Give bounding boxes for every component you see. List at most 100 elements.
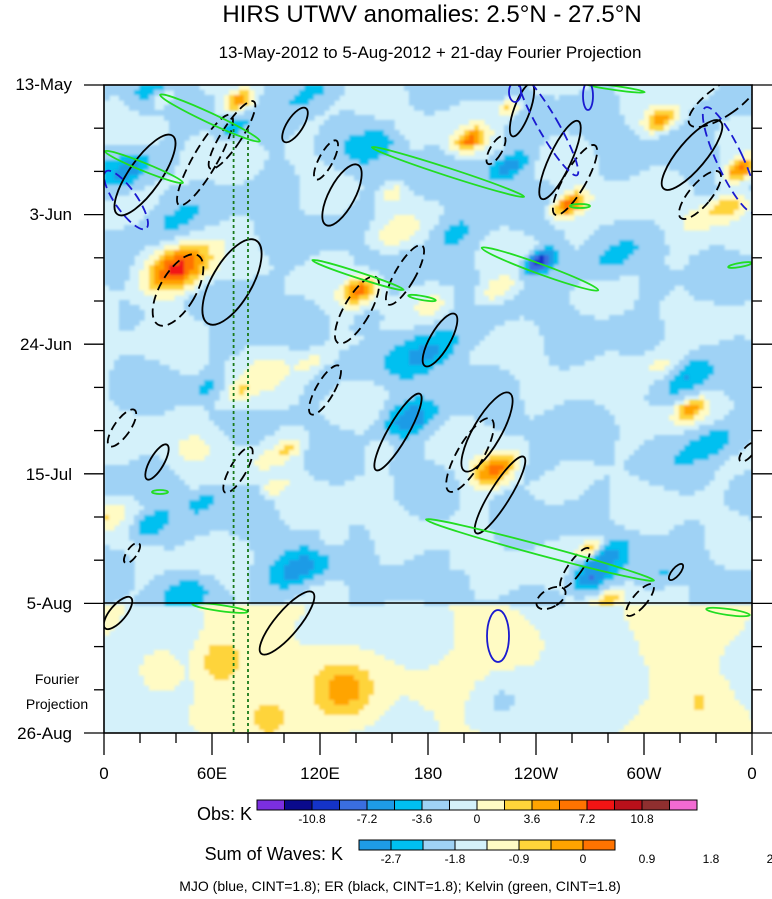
- y-tick-label: 3-Jun: [29, 205, 72, 224]
- colorbar-swatch: [641, 799, 670, 811]
- colorbar-tick-label: 3.6: [524, 812, 541, 826]
- y-tick-label: 24-Jun: [20, 335, 72, 354]
- x-tick-label: 180: [414, 764, 442, 783]
- colorbar-tick-label: 2.7: [767, 852, 772, 866]
- er-contour: [144, 443, 170, 481]
- colorbar-tick-label: 0: [474, 812, 481, 826]
- colorbar-swatch: [518, 839, 552, 851]
- x-tick-label: 60E: [197, 764, 227, 783]
- waves-colorbar: -2.7 -1.8 -0.9 0 0.9 1.8 2.7: [358, 839, 772, 866]
- colorbar-swatch: [449, 799, 478, 811]
- er-contour: [667, 563, 685, 581]
- mjo-contour: [508, 85, 522, 103]
- y-tick-label: 13-May: [15, 75, 72, 94]
- kelvin-contour: [407, 293, 437, 303]
- colorbar-tick-label: -10.8: [298, 812, 326, 826]
- x-tick-label: 120E: [300, 764, 340, 783]
- colorbar-swatch: [422, 839, 456, 851]
- colorbar-swatch: [339, 799, 368, 811]
- axis-ticks: [84, 84, 772, 755]
- er-contour: [201, 238, 263, 326]
- colorbar-swatch: [486, 839, 520, 851]
- x-tick-label: 0: [747, 764, 756, 783]
- er-contour: [222, 446, 254, 494]
- colorbar-swatch: [531, 799, 560, 811]
- colorbar-swatch: [358, 839, 392, 851]
- er-contour: [660, 119, 724, 191]
- kelvin-contour: [705, 606, 751, 618]
- waves-colorbar-label: Sum of Waves: K: [205, 844, 343, 864]
- mjo-contour: [516, 85, 580, 177]
- er-contour: [151, 253, 205, 327]
- mjo-contour: [486, 609, 510, 663]
- anomaly-field: [104, 85, 752, 733]
- kelvin-contour: [159, 93, 261, 143]
- kelvin-contour: [584, 85, 646, 94]
- er-contour: [687, 85, 752, 128]
- er-contour: [104, 595, 134, 631]
- colorbar-tick-label: 1.8: [703, 852, 720, 866]
- colorbar-tick-label: -7.2: [357, 812, 378, 826]
- er-contour: [308, 364, 342, 416]
- colorbar-swatch: [390, 839, 424, 851]
- kelvin-contour: [480, 246, 600, 292]
- projection-label: Fourier Projection: [26, 671, 88, 712]
- er-contour: [421, 312, 459, 368]
- er-contour: [176, 113, 234, 207]
- colorbar-tick-label: -0.9: [509, 852, 530, 866]
- footnote: MJO (blue, CINT=1.8); ER (black, CINT=1.…: [179, 878, 621, 894]
- er-contour: [625, 583, 655, 617]
- y-tick-label: 5-Aug: [27, 594, 72, 613]
- colorbar-swatch: [559, 799, 588, 811]
- colorbar-swatch: [366, 799, 395, 811]
- er-contour: [535, 585, 567, 611]
- er-contour: [373, 392, 423, 472]
- er-contour: [313, 139, 339, 181]
- projection-label-line-2: Projection: [26, 696, 88, 712]
- er-contour: [538, 119, 582, 201]
- er-contour: [473, 455, 527, 535]
- er-contour: [106, 408, 138, 448]
- colorbar-tick-label: 10.8: [630, 812, 654, 826]
- y-tick-label: 15-Jul: [26, 465, 72, 484]
- colorbar-swatch: [256, 799, 285, 811]
- colorbar-tick-label: -1.8: [445, 852, 466, 866]
- er-contour: [460, 391, 514, 473]
- colorbar-swatch: [504, 799, 533, 811]
- obs-colorbar-label: Obs: K: [197, 804, 252, 824]
- x-axis-labels: 0 60E 120E 180 120W 60W 0: [99, 764, 756, 783]
- y-tick-label: 26-Aug: [17, 724, 72, 743]
- er-contour: [559, 547, 591, 589]
- chart-title: HIRS UTWV anomalies: 2.5°N - 27.5°N: [222, 1, 641, 28]
- colorbar-swatch: [454, 839, 488, 851]
- colorbar-tick-label: 0.9: [639, 852, 656, 866]
- colorbar-swatch: [394, 799, 423, 811]
- mjo-contour: [701, 106, 752, 214]
- kelvin-contour: [311, 258, 405, 292]
- er-contour: [281, 106, 309, 144]
- er-contour: [485, 134, 507, 166]
- y-axis-labels: 13-May 3-Jun 24-Jun 15-Jul 5-Aug 26-Aug: [15, 75, 72, 743]
- colorbar-swatch: [476, 799, 505, 811]
- x-tick-label: 60W: [627, 764, 662, 783]
- colorbar-swatch: [669, 799, 698, 811]
- mjo-contour: [104, 169, 149, 231]
- colorbar-tick-label: 7.2: [579, 812, 596, 826]
- kelvin-contour: [151, 489, 169, 495]
- colorbar-swatch: [311, 799, 340, 811]
- colorbar-tick-label: 0: [580, 852, 587, 866]
- er-contour: [385, 244, 425, 306]
- colorbar-tick-label: -2.7: [381, 852, 402, 866]
- er-contour: [321, 163, 363, 227]
- kelvin-contour: [425, 518, 655, 582]
- colorbar-swatch: [284, 799, 313, 811]
- projection-label-line-1: Fourier: [35, 671, 80, 687]
- er-contour: [123, 541, 141, 565]
- x-tick-label: 120W: [514, 764, 558, 783]
- wave-contours: [104, 85, 752, 663]
- colorbar-swatch: [586, 799, 615, 811]
- colorbar-swatch: [421, 799, 450, 811]
- er-contour: [551, 144, 599, 216]
- kelvin-contour: [104, 149, 184, 185]
